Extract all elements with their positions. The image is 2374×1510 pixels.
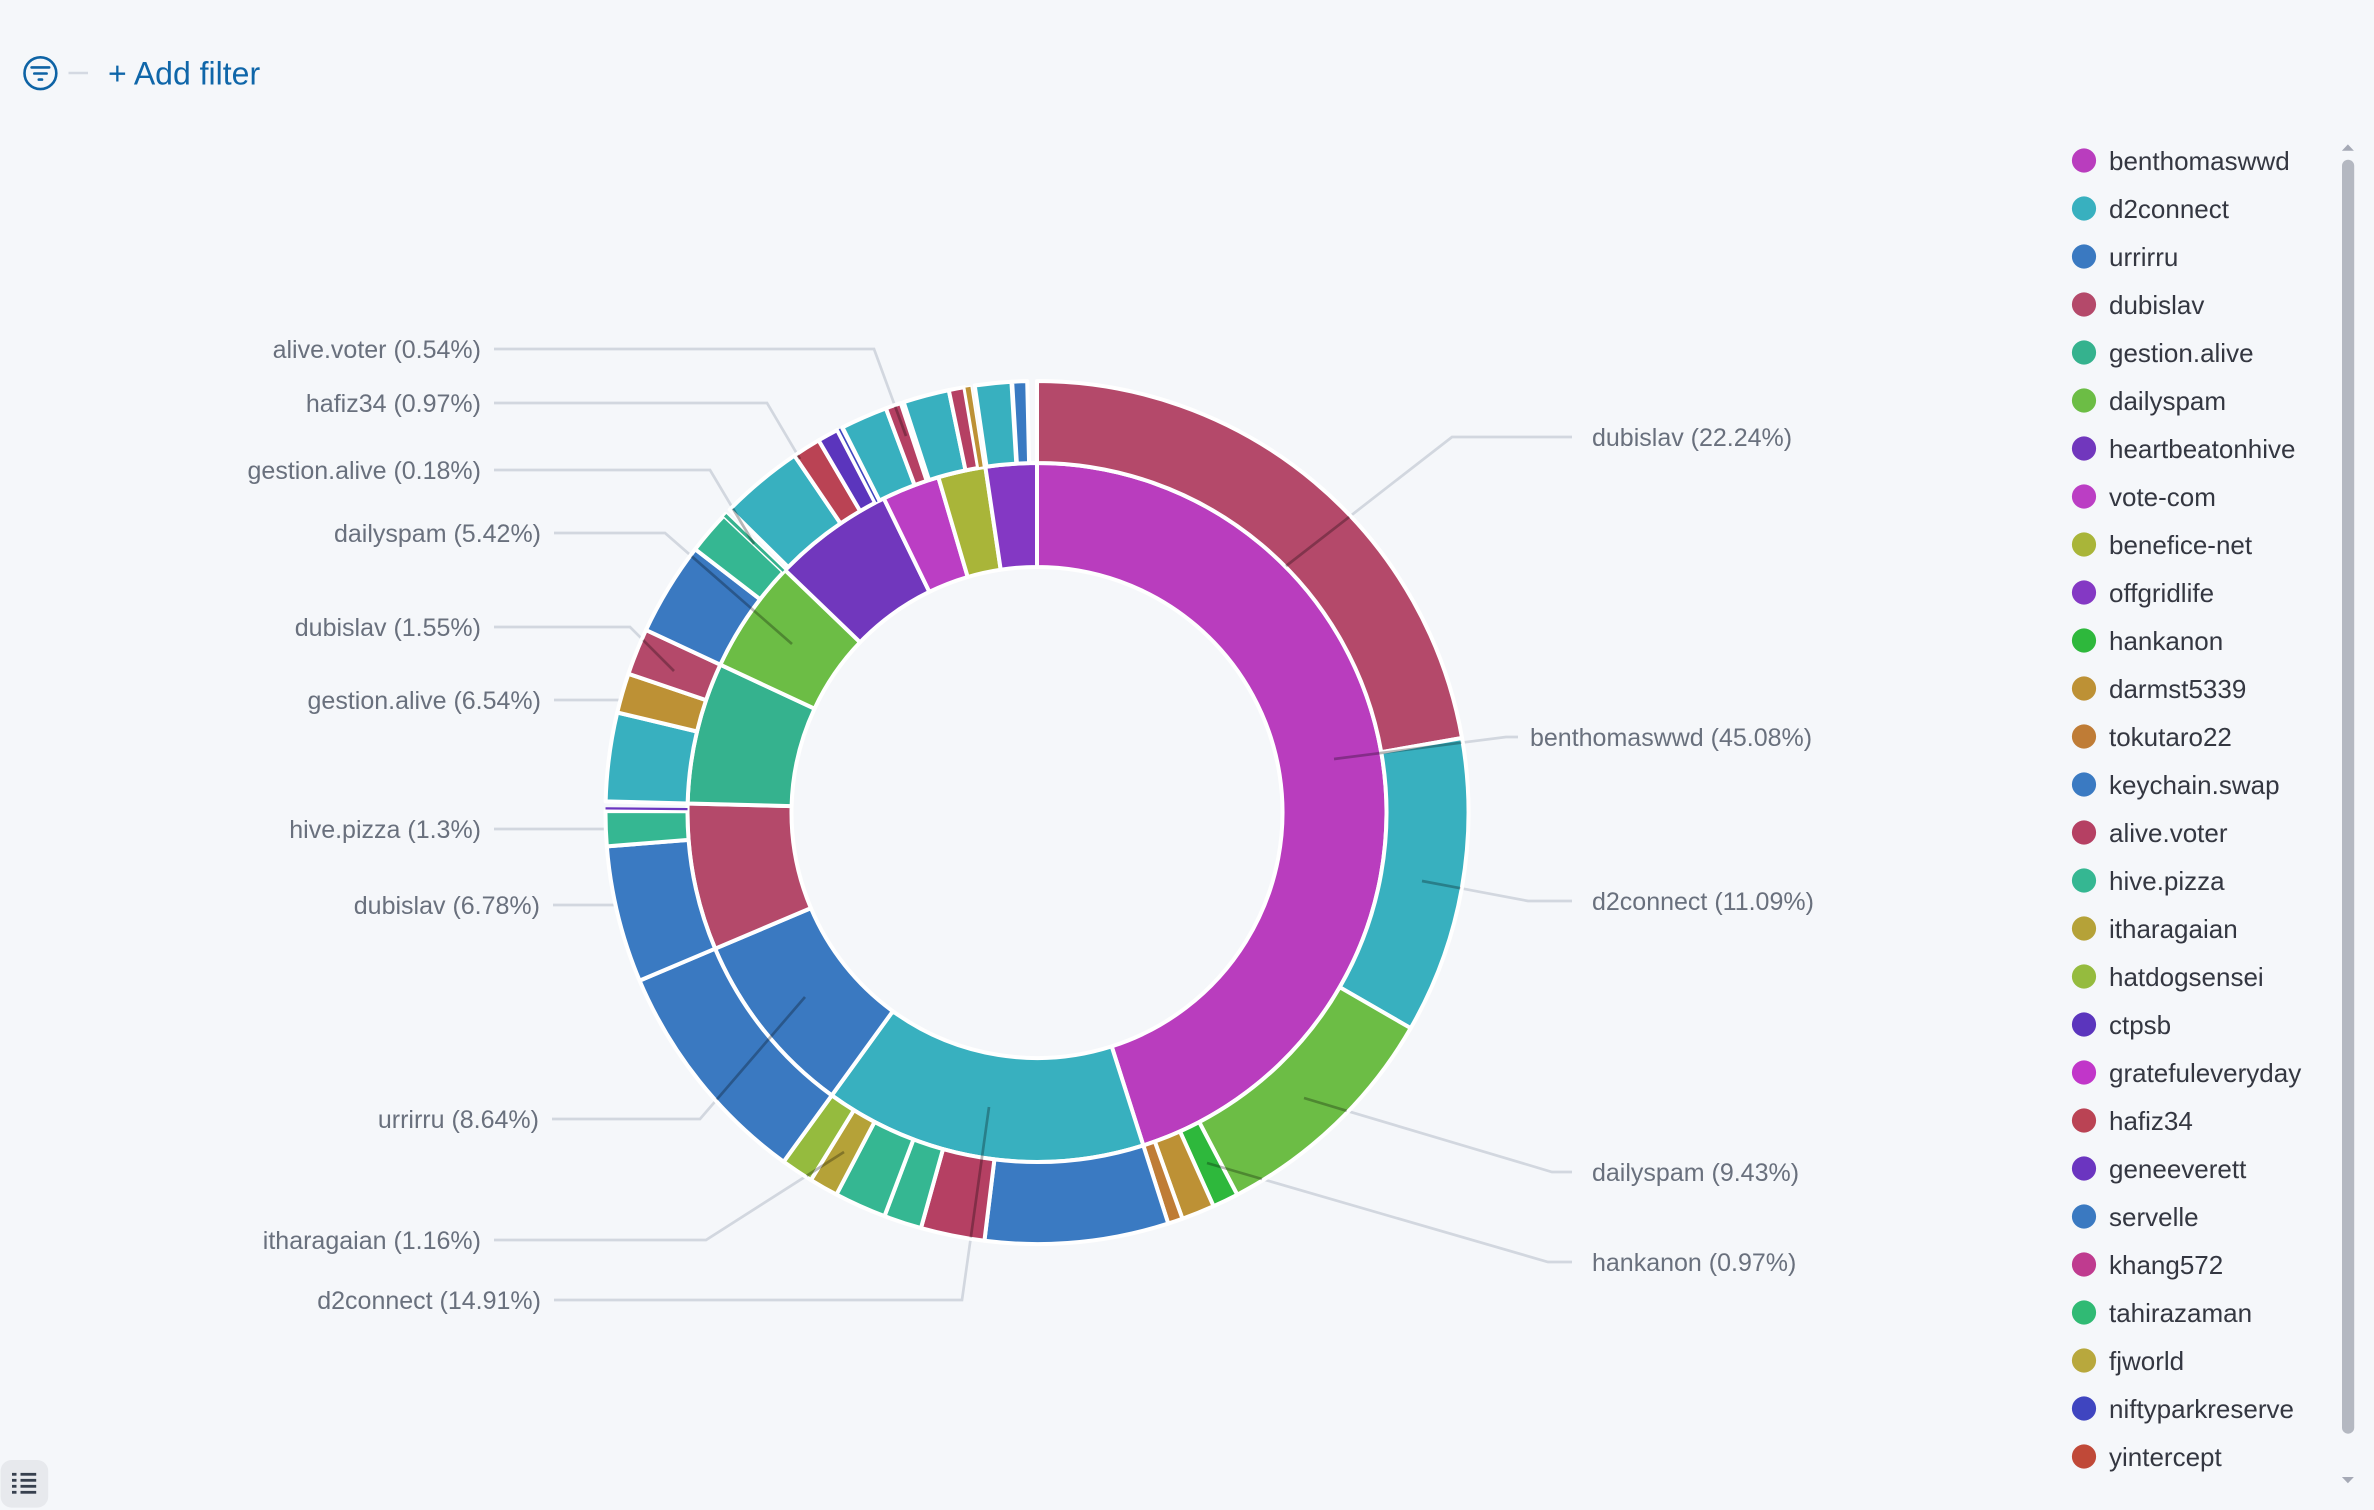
svg-text:vote-com: vote-com: [2109, 482, 2216, 512]
svg-text:benthomaswwd (45.08%): benthomaswwd (45.08%): [1530, 724, 1812, 752]
svg-text:darmst5339: darmst5339: [2109, 674, 2246, 704]
svg-text:hankanon (0.97%): hankanon (0.97%): [1592, 1249, 1796, 1277]
svg-text:fjworld: fjworld: [2109, 1346, 2184, 1376]
svg-text:benthomaswwd: benthomaswwd: [2109, 146, 2290, 176]
svg-text:hive.pizza (1.3%): hive.pizza (1.3%): [289, 816, 481, 844]
svg-text:dailyspam (5.42%): dailyspam (5.42%): [334, 520, 541, 548]
svg-text:benefice-net: benefice-net: [2109, 530, 2253, 560]
svg-text:khang572: khang572: [2109, 1250, 2223, 1280]
svg-text:keychain.swap: keychain.swap: [2109, 770, 2280, 800]
svg-text:itharagaian (1.16%): itharagaian (1.16%): [263, 1227, 481, 1255]
svg-text:gestion.alive: gestion.alive: [2109, 338, 2254, 368]
svg-text:dubislav: dubislav: [2109, 290, 2204, 320]
svg-text:hafiz34: hafiz34: [2109, 1106, 2193, 1136]
svg-text:dailyspam (9.43%): dailyspam (9.43%): [1592, 1159, 1799, 1187]
svg-text:offgridlife: offgridlife: [2109, 578, 2214, 608]
svg-text:yintercept: yintercept: [2109, 1442, 2222, 1472]
svg-text:urrirru: urrirru: [2109, 242, 2178, 272]
svg-text:d2connect (11.09%): d2connect (11.09%): [1592, 888, 1814, 916]
svg-text:tokutaro22: tokutaro22: [2109, 722, 2232, 752]
svg-text:geneeverett: geneeverett: [2109, 1154, 2247, 1184]
svg-text:servelle: servelle: [2109, 1202, 2199, 1232]
svg-text:hankanon: hankanon: [2109, 626, 2223, 656]
svg-text:gratefuleveryday: gratefuleveryday: [2109, 1058, 2301, 1088]
svg-text:+ Add filter: + Add filter: [108, 56, 260, 92]
svg-text:dubislav (6.78%): dubislav (6.78%): [354, 892, 540, 920]
svg-text:gestion.alive (0.18%): gestion.alive (0.18%): [248, 457, 481, 485]
svg-text:alive.voter: alive.voter: [2109, 818, 2228, 848]
svg-text:dubislav (1.55%): dubislav (1.55%): [295, 614, 481, 642]
svg-text:hafiz34 (0.97%): hafiz34 (0.97%): [306, 390, 481, 418]
svg-text:dailyspam: dailyspam: [2109, 386, 2226, 416]
svg-text:d2connect (14.91%): d2connect (14.91%): [317, 1287, 541, 1315]
svg-text:alive.voter (0.54%): alive.voter (0.54%): [273, 336, 481, 364]
svg-text:ctpsb: ctpsb: [2109, 1010, 2171, 1040]
svg-text:hatdogsensei: hatdogsensei: [2109, 962, 2264, 992]
svg-text:d2connect: d2connect: [2109, 194, 2230, 224]
svg-text:hive.pizza: hive.pizza: [2109, 866, 2225, 896]
svg-text:tahirazaman: tahirazaman: [2109, 1298, 2252, 1328]
svg-text:niftyparkreserve: niftyparkreserve: [2109, 1394, 2294, 1424]
svg-text:itharagaian: itharagaian: [2109, 914, 2238, 944]
svg-text:dubislav (22.24%): dubislav (22.24%): [1592, 424, 1792, 452]
svg-text:heartbeatonhive: heartbeatonhive: [2109, 434, 2295, 464]
svg-text:urrirru (8.64%): urrirru (8.64%): [378, 1106, 539, 1134]
svg-text:gestion.alive (6.54%): gestion.alive (6.54%): [308, 687, 541, 715]
